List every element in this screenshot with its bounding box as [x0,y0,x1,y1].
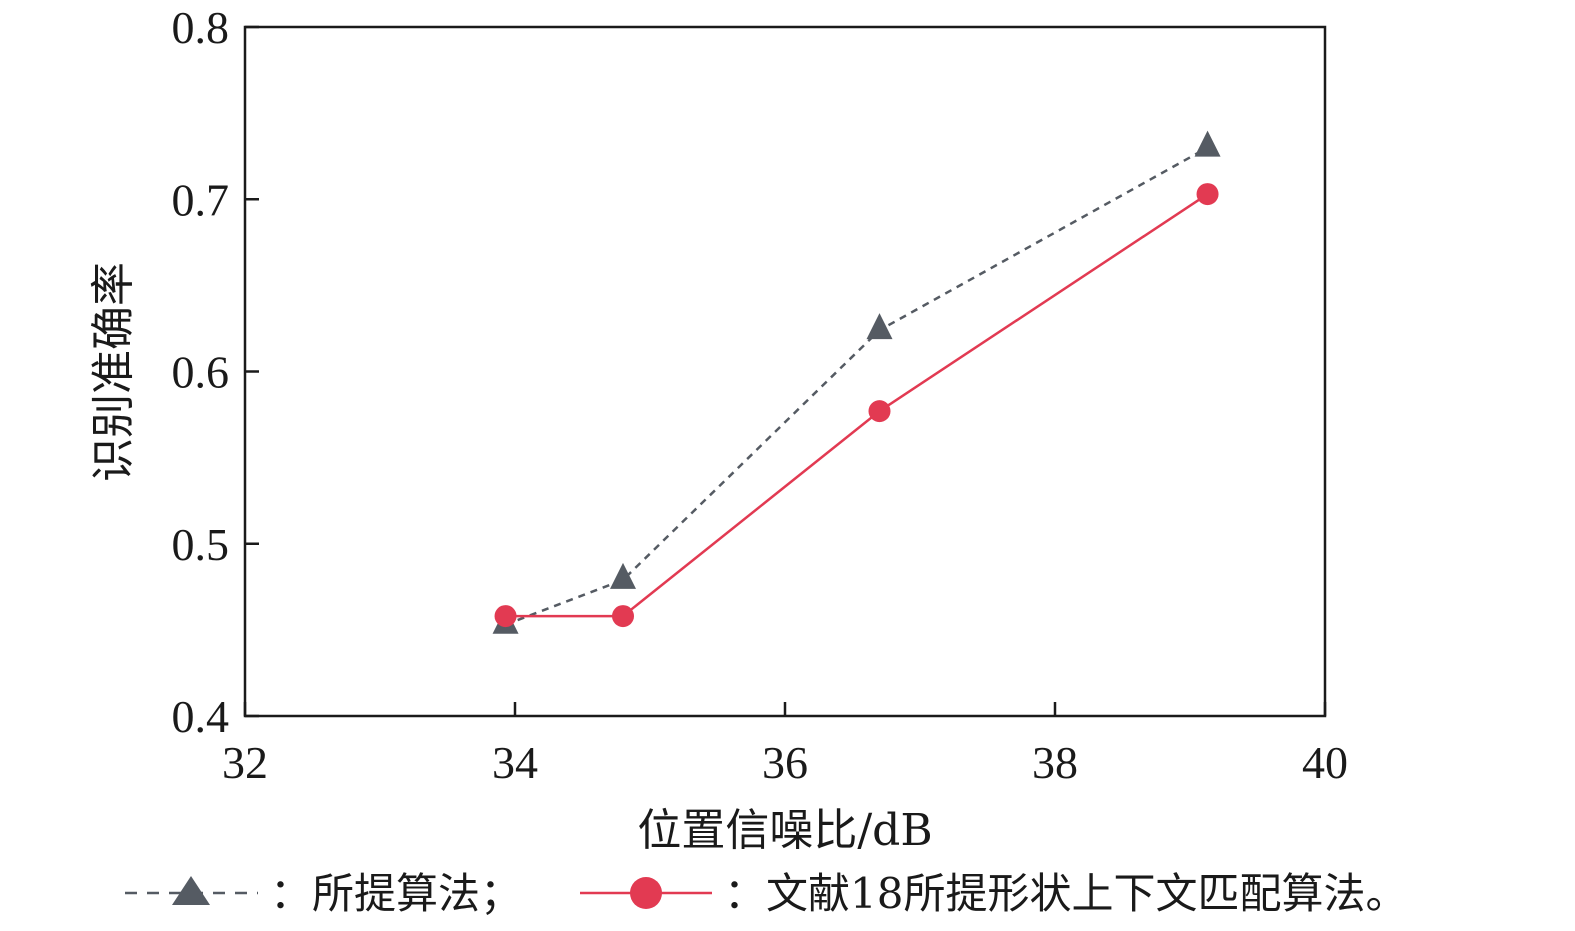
circle-point [868,400,891,423]
plot-frame [243,25,1327,718]
circle-point [612,605,634,628]
y-tick-label: 0.4 [172,691,230,742]
circle-point [1196,183,1219,206]
x-tick-label: 32 [222,737,268,788]
series-line-1 [505,146,1209,626]
legend-label-1: ：所提算法； [270,869,522,918]
legend-triangle-marker [172,876,210,905]
x-tick-label: 36 [762,737,808,788]
legend: ：所提算法； ：文献18所提形状上下文匹配算法。 [125,869,1407,918]
x-tick-label: 40 [1302,737,1348,788]
legend-item-2: ：文献18所提形状上下文匹配算法。 [580,869,1407,918]
y-tick-label: 0.8 [172,2,230,53]
legend-label-2: ：文献18所提形状上下文匹配算法。 [724,869,1407,918]
legend-item-1: ：所提算法； [125,869,522,918]
legend-circle-marker [630,877,662,909]
series-layer [492,130,1221,634]
series-line-2 [505,193,1209,618]
y-tick-label: 0.6 [172,347,230,398]
y-axis: 0.4 0.5 0.6 0.7 0.8 [172,2,259,742]
x-axis: 32 34 36 38 40 [222,702,1348,788]
x-tick-label: 38 [1032,737,1078,788]
x-tick-label: 34 [492,737,538,788]
y-tick-label: 0.5 [172,519,230,570]
triangle-point [610,562,636,589]
circle-point [494,605,517,628]
x-axis-title: 位置信噪比/dB [637,805,932,856]
y-axis-title: 识别准确率 [88,262,139,482]
triangle-point [1194,130,1221,157]
y-tick-label: 0.7 [172,174,230,225]
triangle-point [866,313,893,340]
